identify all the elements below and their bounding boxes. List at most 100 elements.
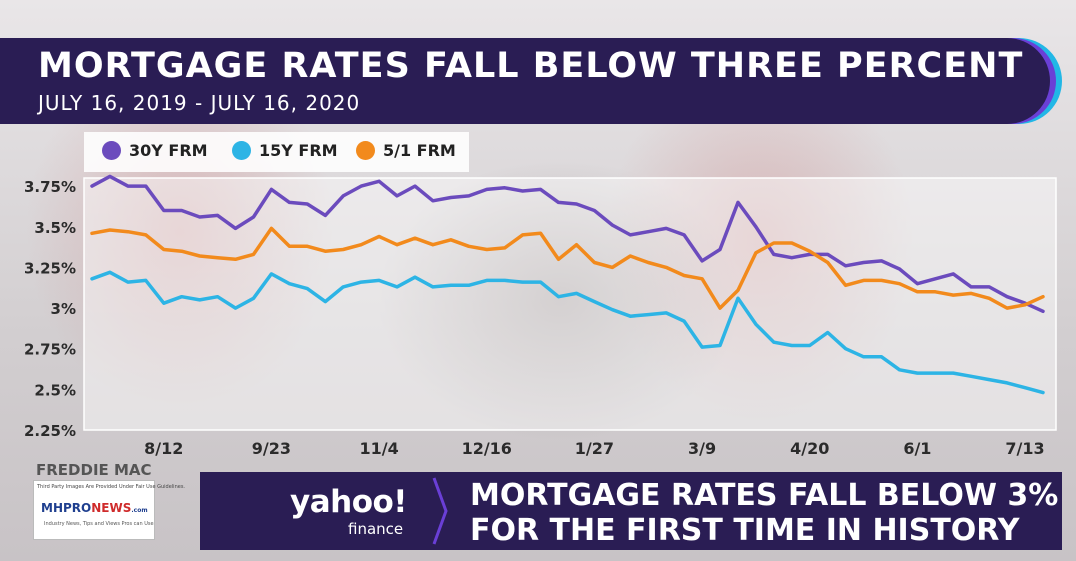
legend: 30Y FRM 15Y FRM 5/1 FRM: [84, 132, 469, 172]
data-point-0: [305, 202, 309, 206]
data-point-2: [359, 243, 363, 247]
watermark-logo-suffix: .com: [131, 507, 148, 514]
data-point-2: [628, 254, 632, 258]
data-point-2: [395, 243, 399, 247]
data-point-0: [700, 259, 704, 263]
data-point-2: [180, 249, 184, 253]
series-line-2: [90, 226, 1045, 310]
data-point-1: [575, 292, 578, 295]
divider-icon: [432, 477, 448, 545]
legend-item-5-1: 5/1 FRM: [356, 141, 456, 160]
x-tick-label: 1/27: [575, 439, 614, 458]
watermark-logo: MHPRONEWS.com: [41, 501, 148, 515]
data-point-0: [718, 248, 722, 251]
series-line-0: [90, 174, 1045, 314]
x-tick-label: 3/9: [688, 439, 716, 458]
watermark: Third Party Images Are Provided Under Fa…: [33, 480, 185, 540]
data-point-2: [216, 256, 220, 260]
data-point-2: [485, 248, 489, 251]
data-point-1: [467, 283, 471, 287]
data-point-0: [790, 256, 794, 260]
legend-label-15y: 15Y FRM: [259, 141, 338, 160]
data-point-2: [1005, 306, 1009, 310]
data-point-1: [431, 285, 435, 289]
data-point-0: [449, 196, 453, 199]
x-tick-label: 9/23: [252, 439, 291, 458]
x-tick-label: 6/1: [903, 439, 931, 458]
data-point-1: [1005, 381, 1009, 385]
data-point-2: [664, 266, 668, 269]
data-point-0: [646, 230, 650, 234]
data-point-0: [270, 188, 273, 191]
data-point-1: [413, 275, 417, 279]
data-point-2: [736, 288, 740, 292]
data-point-2: [90, 231, 94, 235]
data-point-0: [575, 202, 578, 206]
data-point-1: [682, 319, 686, 323]
data-point-1: [341, 285, 345, 289]
data-point-2: [844, 283, 847, 287]
data-point-2: [557, 257, 560, 261]
watermark-note: Third Party Images Are Provided Under Fa…: [37, 484, 186, 490]
y-tick-label: 3.75%: [24, 178, 76, 196]
data-point-1: [790, 344, 794, 347]
data-point-0: [628, 233, 632, 237]
data-point-1: [826, 331, 830, 334]
data-point-2: [700, 277, 704, 281]
data-point-0: [198, 215, 202, 219]
data-point-1: [611, 308, 614, 312]
data-point-1: [646, 313, 650, 316]
data-point-1: [449, 283, 453, 287]
data-point-0: [916, 282, 919, 286]
data-point-2: [826, 261, 830, 264]
data-point-1: [126, 280, 130, 284]
data-point-0: [557, 201, 560, 204]
data-point-0: [162, 209, 166, 212]
data-point-0: [288, 201, 291, 204]
data-point-1: [951, 371, 955, 375]
data-point-2: [126, 230, 130, 234]
chart-subtitle: JULY 16, 2019 - JULY 16, 2020: [38, 91, 361, 115]
headline-line-1: MORTGAGE RATES FALL BELOW 3%: [470, 478, 1059, 513]
data-point-0: [521, 189, 524, 193]
data-point-2: [575, 243, 578, 247]
data-point-1: [664, 311, 668, 315]
y-tick-label: 2.75%: [24, 341, 76, 359]
data-point-1: [557, 295, 560, 299]
legend-label-30y: 30Y FRM: [129, 141, 208, 160]
data-point-0: [933, 277, 937, 281]
data-point-2: [718, 306, 722, 310]
data-point-2: [646, 261, 650, 264]
data-point-1: [359, 280, 363, 284]
title-bar: MORTGAGE RATES FALL BELOW THREE PERCENT …: [0, 38, 1050, 124]
legend-dot-15y: [232, 141, 251, 160]
x-tick-label: 12/16: [462, 439, 512, 458]
data-point-2: [969, 292, 973, 295]
data-point-1: [754, 322, 758, 326]
data-point-1: [718, 344, 722, 347]
legend-label-5-1: 5/1 FRM: [383, 141, 456, 160]
headline-line-2: FOR THE FIRST TIME IN HISTORY: [470, 513, 1020, 548]
data-point-0: [1041, 309, 1045, 313]
data-point-0: [862, 261, 865, 264]
data-point-0: [395, 194, 399, 198]
line-chart: 3.75% 3.5% 3.25% 3% 2.75% 2.5% 2.25% 8/12 9/23 11…: [24, 174, 1057, 458]
data-point-0: [682, 233, 686, 237]
watermark-tagline: Industry News, Tips and Views Pros can U…: [44, 521, 154, 527]
data-point-2: [162, 248, 166, 251]
data-point-1: [916, 371, 919, 375]
data-point-2: [682, 274, 686, 277]
y-tick-label: 2.5%: [34, 381, 76, 399]
data-point-2: [252, 253, 255, 256]
data-point-1: [162, 301, 166, 305]
data-point-0: [593, 209, 596, 212]
data-point-2: [449, 238, 453, 242]
data-point-2: [413, 236, 417, 240]
data-point-1: [198, 298, 202, 302]
data-point-0: [951, 272, 955, 276]
data-point-0: [180, 209, 184, 212]
watermark-logo-right: NEWS: [91, 501, 132, 515]
data-point-0: [844, 264, 847, 268]
data-point-1: [288, 282, 291, 286]
data-point-2: [323, 249, 327, 253]
